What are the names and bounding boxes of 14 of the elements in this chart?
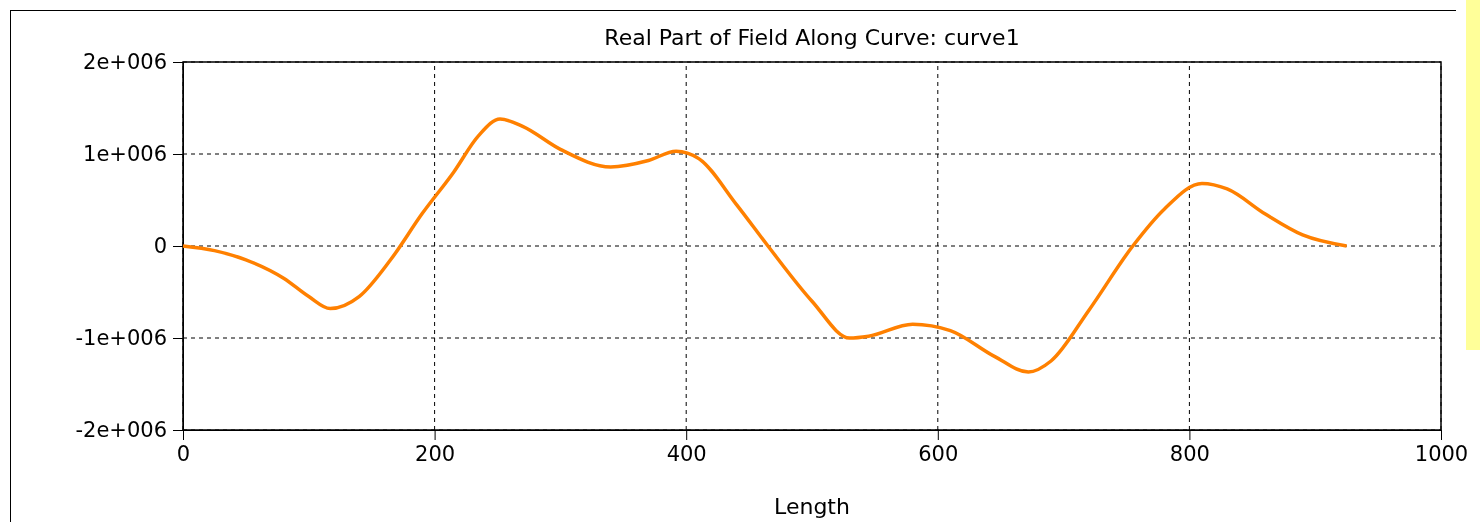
- chart-title: Real Part of Field Along Curve: curve1: [604, 25, 1020, 50]
- y-tick-label: -1e+006: [75, 326, 167, 351]
- y-tick-label: -2e+006: [75, 418, 167, 443]
- x-tick-label: 400: [666, 441, 707, 466]
- x-tick-label: 800: [1169, 441, 1210, 466]
- y-tick-label: 0: [153, 234, 167, 259]
- y-tick-label: 2e+006: [83, 50, 167, 75]
- x-tick-label: 1000: [1414, 441, 1469, 466]
- y-tick-label: 1e+006: [83, 142, 167, 167]
- x-tick-label: 200: [415, 441, 456, 466]
- x-tick-label: 0: [176, 441, 191, 466]
- line-series: [181, 117, 1349, 374]
- x-tick-label: 600: [918, 441, 959, 466]
- x-axis-title: Length: [774, 494, 850, 519]
